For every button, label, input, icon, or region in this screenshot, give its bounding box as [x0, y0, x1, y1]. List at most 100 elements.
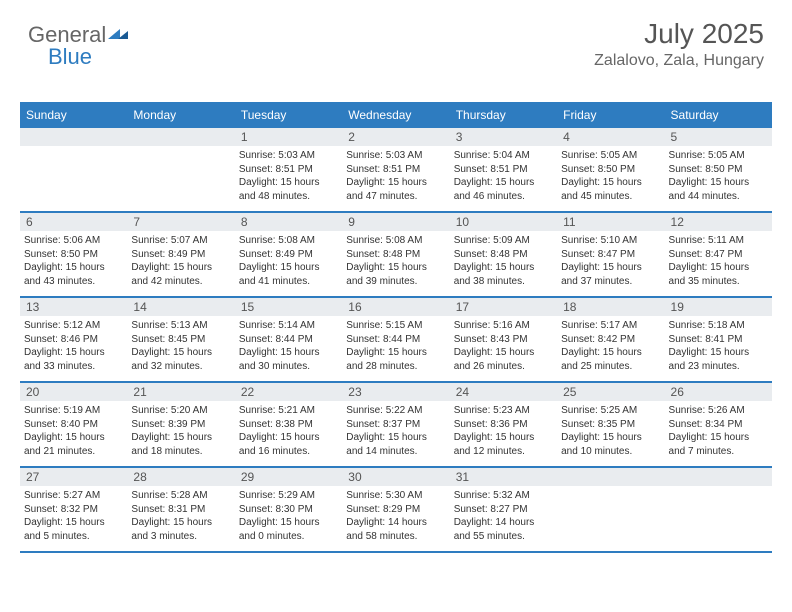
day-number: [665, 468, 772, 486]
location: Zalalovo, Zala, Hungary: [594, 52, 764, 70]
day-day1: Daylight: 15 hours: [239, 431, 336, 445]
weekday-header: Monday: [127, 103, 234, 127]
weekday-header: Sunday: [20, 103, 127, 127]
day-day1: Daylight: 15 hours: [131, 516, 228, 530]
day-number: 30: [342, 468, 449, 486]
day-body: Sunrise: 5:11 AMSunset: 8:47 PMDaylight:…: [665, 231, 772, 288]
day-sunset: Sunset: 8:48 PM: [454, 248, 551, 262]
day-number: 20: [20, 383, 127, 401]
calendar-cell: 21Sunrise: 5:20 AMSunset: 8:39 PMDayligh…: [127, 382, 234, 467]
day-day2: and 42 minutes.: [131, 275, 228, 289]
day-day1: Daylight: 15 hours: [561, 176, 658, 190]
day-day2: and 5 minutes.: [24, 530, 121, 544]
day-sunrise: Sunrise: 5:08 AM: [239, 234, 336, 248]
calendar-cell: 1Sunrise: 5:03 AMSunset: 8:51 PMDaylight…: [235, 127, 342, 212]
day-sunset: Sunset: 8:49 PM: [239, 248, 336, 262]
day-day1: Daylight: 15 hours: [346, 346, 443, 360]
calendar-cell: 13Sunrise: 5:12 AMSunset: 8:46 PMDayligh…: [20, 297, 127, 382]
calendar-cell: 26Sunrise: 5:26 AMSunset: 8:34 PMDayligh…: [665, 382, 772, 467]
day-day1: Daylight: 15 hours: [24, 261, 121, 275]
day-day2: and 21 minutes.: [24, 445, 121, 459]
day-day1: Daylight: 15 hours: [131, 431, 228, 445]
day-day1: Daylight: 15 hours: [239, 346, 336, 360]
day-number: 6: [20, 213, 127, 231]
day-day1: Daylight: 15 hours: [561, 346, 658, 360]
calendar-row: 1Sunrise: 5:03 AMSunset: 8:51 PMDaylight…: [20, 127, 772, 212]
day-day2: and 33 minutes.: [24, 360, 121, 374]
day-number: 16: [342, 298, 449, 316]
day-number: 5: [665, 128, 772, 146]
calendar-cell: [20, 127, 127, 212]
day-day1: Daylight: 15 hours: [239, 176, 336, 190]
day-day1: Daylight: 15 hours: [669, 176, 766, 190]
calendar-cell: 4Sunrise: 5:05 AMSunset: 8:50 PMDaylight…: [557, 127, 664, 212]
calendar-cell: 16Sunrise: 5:15 AMSunset: 8:44 PMDayligh…: [342, 297, 449, 382]
day-day2: and 3 minutes.: [131, 530, 228, 544]
day-body: Sunrise: 5:06 AMSunset: 8:50 PMDaylight:…: [20, 231, 127, 288]
day-sunrise: Sunrise: 5:04 AM: [454, 149, 551, 163]
weekday-header: Thursday: [450, 103, 557, 127]
day-number: 11: [557, 213, 664, 231]
day-number: 3: [450, 128, 557, 146]
day-number: 22: [235, 383, 342, 401]
day-sunrise: Sunrise: 5:30 AM: [346, 489, 443, 503]
calendar-body: 1Sunrise: 5:03 AMSunset: 8:51 PMDaylight…: [20, 127, 772, 552]
day-sunrise: Sunrise: 5:20 AM: [131, 404, 228, 418]
day-number: 2: [342, 128, 449, 146]
day-number: 10: [450, 213, 557, 231]
day-sunset: Sunset: 8:51 PM: [239, 163, 336, 177]
day-sunset: Sunset: 8:31 PM: [131, 503, 228, 517]
day-day2: and 38 minutes.: [454, 275, 551, 289]
day-day2: and 28 minutes.: [346, 360, 443, 374]
day-number: 8: [235, 213, 342, 231]
day-body: Sunrise: 5:20 AMSunset: 8:39 PMDaylight:…: [127, 401, 234, 458]
day-day1: Daylight: 15 hours: [131, 346, 228, 360]
day-day2: and 58 minutes.: [346, 530, 443, 544]
day-day2: and 39 minutes.: [346, 275, 443, 289]
day-sunrise: Sunrise: 5:10 AM: [561, 234, 658, 248]
day-day1: Daylight: 15 hours: [24, 516, 121, 530]
day-body: Sunrise: 5:30 AMSunset: 8:29 PMDaylight:…: [342, 486, 449, 543]
day-body: Sunrise: 5:08 AMSunset: 8:48 PMDaylight:…: [342, 231, 449, 288]
calendar-cell: 27Sunrise: 5:27 AMSunset: 8:32 PMDayligh…: [20, 467, 127, 552]
day-day2: and 30 minutes.: [239, 360, 336, 374]
day-body: Sunrise: 5:29 AMSunset: 8:30 PMDaylight:…: [235, 486, 342, 543]
day-body: Sunrise: 5:32 AMSunset: 8:27 PMDaylight:…: [450, 486, 557, 543]
day-day1: Daylight: 15 hours: [239, 516, 336, 530]
calendar-cell: [557, 467, 664, 552]
day-number: 1: [235, 128, 342, 146]
calendar-cell: 8Sunrise: 5:08 AMSunset: 8:49 PMDaylight…: [235, 212, 342, 297]
day-day2: and 48 minutes.: [239, 190, 336, 204]
day-sunset: Sunset: 8:51 PM: [454, 163, 551, 177]
day-number: 23: [342, 383, 449, 401]
day-sunset: Sunset: 8:51 PM: [346, 163, 443, 177]
day-body: Sunrise: 5:09 AMSunset: 8:48 PMDaylight:…: [450, 231, 557, 288]
calendar-cell: 24Sunrise: 5:23 AMSunset: 8:36 PMDayligh…: [450, 382, 557, 467]
day-day1: Daylight: 15 hours: [346, 431, 443, 445]
calendar-cell: 3Sunrise: 5:04 AMSunset: 8:51 PMDaylight…: [450, 127, 557, 212]
day-body: Sunrise: 5:05 AMSunset: 8:50 PMDaylight:…: [557, 146, 664, 203]
calendar-row: 13Sunrise: 5:12 AMSunset: 8:46 PMDayligh…: [20, 297, 772, 382]
day-body: Sunrise: 5:23 AMSunset: 8:36 PMDaylight:…: [450, 401, 557, 458]
calendar-cell: [127, 127, 234, 212]
calendar-cell: 20Sunrise: 5:19 AMSunset: 8:40 PMDayligh…: [20, 382, 127, 467]
day-day1: Daylight: 15 hours: [454, 346, 551, 360]
month-title: July 2025: [594, 18, 764, 50]
day-sunrise: Sunrise: 5:16 AM: [454, 319, 551, 333]
day-sunset: Sunset: 8:34 PM: [669, 418, 766, 432]
day-body: Sunrise: 5:18 AMSunset: 8:41 PMDaylight:…: [665, 316, 772, 373]
day-sunrise: Sunrise: 5:03 AM: [346, 149, 443, 163]
calendar-cell: 5Sunrise: 5:05 AMSunset: 8:50 PMDaylight…: [665, 127, 772, 212]
day-day2: and 43 minutes.: [24, 275, 121, 289]
day-number: 18: [557, 298, 664, 316]
day-body: Sunrise: 5:05 AMSunset: 8:50 PMDaylight:…: [665, 146, 772, 203]
calendar-cell: 9Sunrise: 5:08 AMSunset: 8:48 PMDaylight…: [342, 212, 449, 297]
day-day1: Daylight: 15 hours: [454, 261, 551, 275]
day-day2: and 55 minutes.: [454, 530, 551, 544]
day-day2: and 7 minutes.: [669, 445, 766, 459]
day-sunrise: Sunrise: 5:15 AM: [346, 319, 443, 333]
day-day2: and 37 minutes.: [561, 275, 658, 289]
calendar-cell: 12Sunrise: 5:11 AMSunset: 8:47 PMDayligh…: [665, 212, 772, 297]
day-sunset: Sunset: 8:50 PM: [561, 163, 658, 177]
day-sunset: Sunset: 8:47 PM: [561, 248, 658, 262]
